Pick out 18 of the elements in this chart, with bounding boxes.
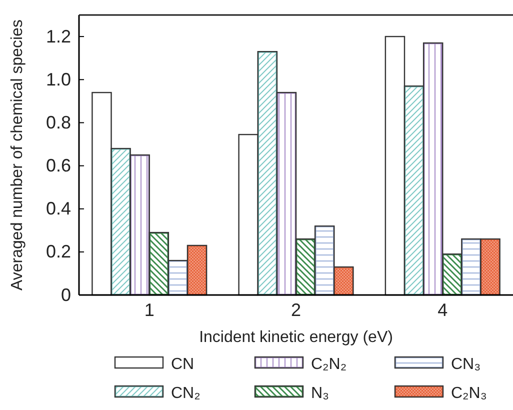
y-axis-title: Averaged number of chemical species [9,20,26,290]
legend-label: CN₂ [171,385,200,402]
legend-label: C₂N₂ [311,356,347,373]
y-tick-label: 0.4 [46,198,71,219]
legend-label: N₃ [311,385,330,402]
legend-label: C₂N₃ [451,385,487,402]
y-tick-label: 1.2 [46,26,71,46]
x-tick-label: 1 [144,300,154,320]
y-tick-label: 0.6 [46,156,71,176]
legend-label: CN [171,356,194,373]
y-tick-label: 0 [60,284,71,305]
x-axis-title: Incident kinetic energy (eV) [199,329,393,346]
legend-label: CN₃ [451,356,481,373]
y-tick-label: 0.8 [46,112,71,132]
x-tick-label: 2 [290,300,302,320]
y-tick-label: 0.2 [46,242,71,262]
y-tick-label: 1.0 [46,69,71,90]
x-tick-label: 4 [438,300,448,320]
